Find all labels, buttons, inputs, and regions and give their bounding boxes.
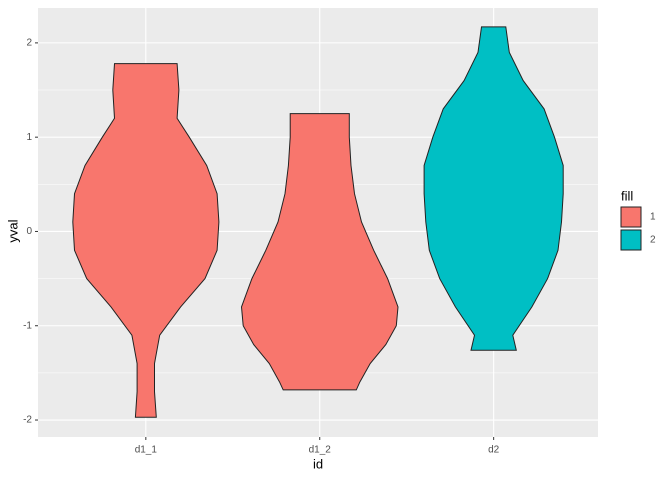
y-tick-label: 0 [26,226,32,237]
legend-title: fill [621,188,633,203]
violin [423,26,564,351]
y-tick-label: -1 [23,320,32,331]
violin [72,63,220,418]
legend-label: 1 [650,212,656,223]
x-tick-label: d1_1 [135,445,158,456]
y-tick-label: -2 [23,415,32,426]
x-tick-label: d1_2 [309,445,332,456]
y-axis-title: yval [5,219,20,242]
y-tick-label: 2 [26,38,32,49]
x-axis-title: id [313,456,323,471]
legend-key [620,206,642,228]
x-tick-label: d2 [488,445,500,456]
legend-label: 2 [650,235,656,246]
y-tick-label: 1 [26,132,32,143]
legend-key [620,229,642,251]
violin [240,113,399,391]
